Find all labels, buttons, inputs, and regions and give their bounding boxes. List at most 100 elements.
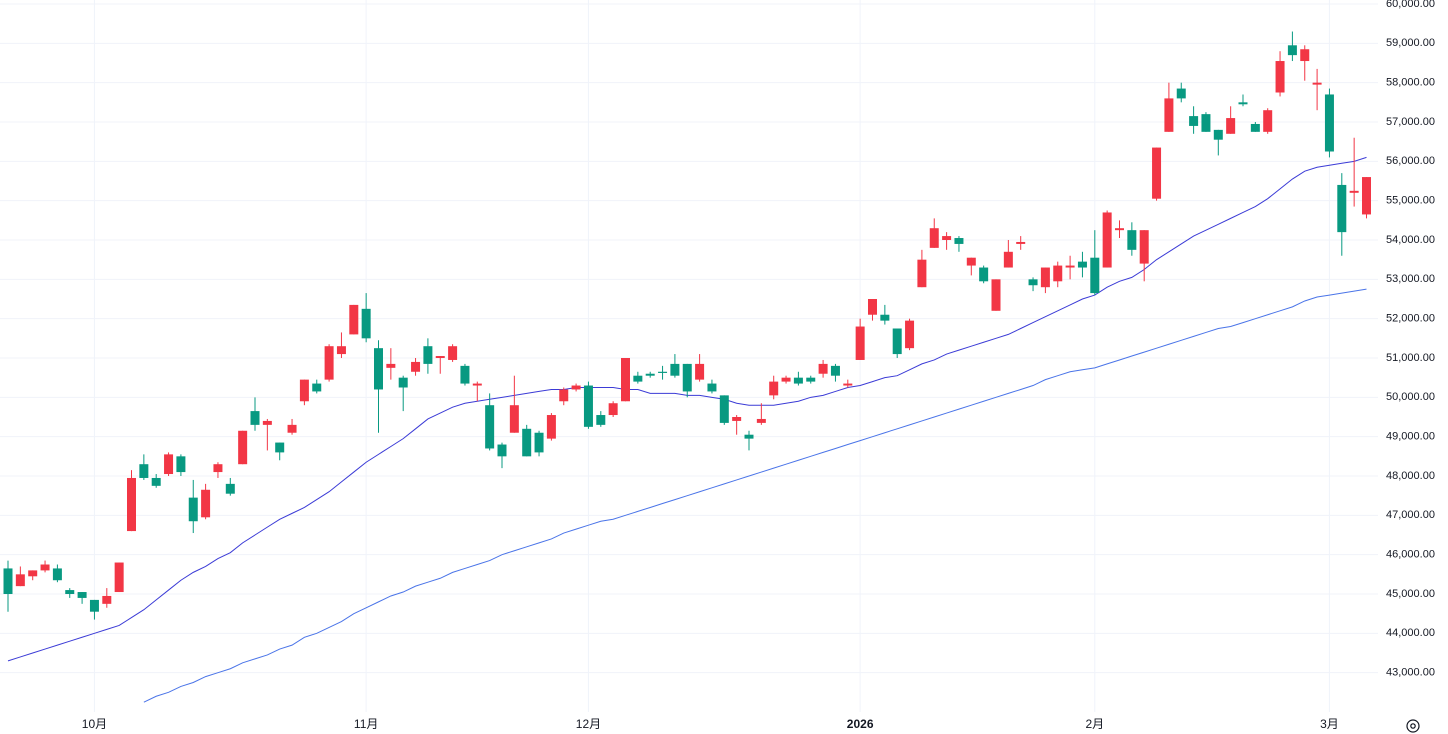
candle-body <box>1287 45 1297 56</box>
y-tick-label: 52,000.00 <box>1386 313 1435 325</box>
y-tick-label: 53,000.00 <box>1386 273 1435 285</box>
candle-body <box>349 304 359 335</box>
settings-icon[interactable] <box>1406 719 1420 733</box>
candle-body <box>781 377 791 382</box>
candle-body <box>756 418 766 423</box>
candle-body <box>65 590 75 594</box>
candle-body <box>695 363 705 380</box>
candle-body <box>954 238 964 244</box>
candle-body <box>1065 265 1075 268</box>
candle-body <box>28 570 38 577</box>
candle-body <box>460 365 470 384</box>
candle-body <box>1337 184 1347 233</box>
y-tick-label: 47,000.00 <box>1386 509 1435 521</box>
candle-body <box>423 346 433 364</box>
candle-body <box>1300 49 1310 62</box>
candle-body <box>312 383 322 392</box>
candle-body <box>1213 129 1223 140</box>
moving-average-line <box>7 156 1367 662</box>
candle-body <box>880 314 890 321</box>
x-tick-label: 2月 <box>1085 717 1104 731</box>
candle-body <box>793 377 803 384</box>
candle-body <box>534 432 544 453</box>
candle-body <box>127 477 136 532</box>
candle-body <box>15 574 25 587</box>
candle-body <box>1028 279 1038 286</box>
candle-body <box>991 279 1001 311</box>
candle-body <box>1016 241 1026 244</box>
candle-body <box>386 363 396 368</box>
y-tick-label: 49,000.00 <box>1386 431 1435 443</box>
x-tick-label: 10月 <box>82 717 107 731</box>
candle-body <box>102 595 112 604</box>
y-tick-label: 57,000.00 <box>1386 116 1435 128</box>
candle-body <box>1139 230 1149 264</box>
candle-body <box>929 228 939 248</box>
candle-body <box>892 328 902 355</box>
candle-body <box>1152 147 1162 199</box>
candle-body <box>52 568 62 581</box>
candle-body <box>942 236 952 240</box>
candle-body <box>275 442 285 453</box>
candle-body <box>1115 228 1124 231</box>
y-tick-label: 58,000.00 <box>1386 77 1435 89</box>
y-tick-label: 56,000.00 <box>1386 155 1435 167</box>
candle-body <box>583 385 593 427</box>
candle-body <box>1263 110 1273 132</box>
candle-body <box>522 428 532 457</box>
y-tick-label: 59,000.00 <box>1386 37 1435 49</box>
candle-body <box>448 346 458 360</box>
candle-body <box>1324 94 1334 152</box>
candle-body <box>979 267 989 282</box>
candle-body <box>707 383 717 392</box>
axes: 43,000.00 44,000.00 45,000.00 46,000.00 47,0… <box>82 0 1435 731</box>
candle-body <box>139 464 149 478</box>
candle-body <box>818 363 828 374</box>
candle-body <box>571 385 581 390</box>
candle-body <box>225 483 235 494</box>
y-tick-label: 44,000.00 <box>1386 627 1435 639</box>
candle-body <box>1189 116 1199 126</box>
candle-body <box>917 259 927 288</box>
candle-body <box>1003 251 1013 268</box>
candle-body <box>509 405 519 433</box>
candle-body <box>1250 123 1260 132</box>
candle-body <box>497 444 507 457</box>
candle-body <box>114 562 124 593</box>
candle-body <box>830 365 840 376</box>
candle-body <box>966 257 976 266</box>
candle-body <box>361 308 371 339</box>
candle-body <box>287 424 297 433</box>
candle-body <box>645 373 655 376</box>
candle-body <box>89 599 99 612</box>
candle-body <box>1312 82 1322 85</box>
y-tick-label: 54,000.00 <box>1386 234 1435 246</box>
candle-body <box>435 356 445 358</box>
candle-body <box>621 358 630 402</box>
candle-body <box>868 299 877 315</box>
candles <box>3 31 1371 620</box>
candle-body <box>201 489 211 518</box>
candle-body <box>670 363 680 376</box>
candle-body <box>238 430 248 465</box>
candle-body <box>1040 267 1050 288</box>
candle-body <box>411 361 421 372</box>
candle-body <box>855 326 865 360</box>
candle-body <box>596 415 606 425</box>
candle-body <box>744 434 754 439</box>
y-tick-label: 45,000.00 <box>1386 588 1435 600</box>
candle-body <box>1362 177 1371 215</box>
candle-body <box>299 379 309 402</box>
x-tick-label: 2026 <box>847 717 874 731</box>
candle-body <box>151 477 161 486</box>
candle-body <box>1176 88 1186 99</box>
candle-body <box>485 405 495 449</box>
candle-body <box>559 389 569 402</box>
candle-body <box>1102 212 1112 268</box>
candle-body <box>608 403 618 416</box>
candle-body <box>719 395 729 423</box>
y-tick-label: 46,000.00 <box>1386 549 1435 561</box>
moving-average-line <box>143 288 1367 703</box>
